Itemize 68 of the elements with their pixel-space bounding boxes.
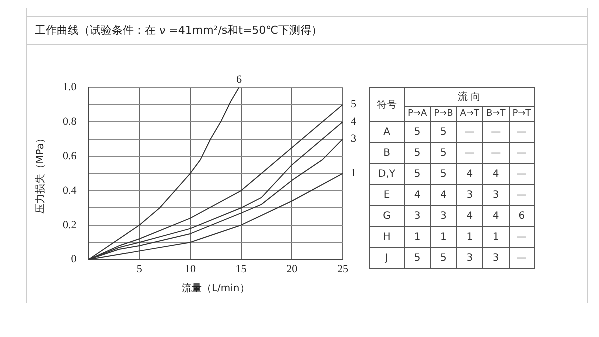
text: — <box>516 190 527 200</box>
text: — <box>516 168 527 180</box>
text: 3 <box>492 190 500 200</box>
y-tick-label: 0.6 <box>63 150 78 162</box>
y-tick-label: 0.4 <box>63 184 78 197</box>
category-label: P→A <box>404 106 431 122</box>
text: 6 <box>518 210 526 222</box>
x-tick-label: 15 <box>236 263 248 276</box>
text: 5 <box>414 148 421 158</box>
category-label: G <box>383 210 391 222</box>
category-label: A <box>384 126 390 138</box>
text: — <box>464 148 475 158</box>
y-tick-label: 0 <box>71 254 78 266</box>
series-label: 3 <box>351 133 357 146</box>
category-label: B→T <box>482 106 510 122</box>
text: 4 <box>466 168 474 180</box>
text: 5 <box>440 126 447 138</box>
series-label: 4 <box>351 116 357 128</box>
text: — <box>516 232 527 242</box>
x-tick-label: 25 <box>338 263 349 276</box>
text: — <box>491 126 502 138</box>
text: 5 <box>440 148 447 158</box>
text: 3 <box>414 210 421 222</box>
text: 4 <box>414 190 421 200</box>
text: 3 <box>440 210 447 222</box>
text: — <box>516 126 527 138</box>
x-axis-title: 流量（L/min） <box>182 282 250 295</box>
text: 流 向 <box>404 88 535 106</box>
x-tick-label: 10 <box>184 263 196 276</box>
category-label: P→B <box>430 106 457 122</box>
text: 5 <box>440 168 447 180</box>
series-label: 6 <box>236 74 243 86</box>
y-tick-label: 0.2 <box>63 219 77 232</box>
text: 5 <box>414 252 421 264</box>
text: 3 <box>466 190 474 200</box>
series-label: 1 <box>351 168 356 180</box>
category-label: J <box>386 252 388 264</box>
text: 符号 <box>370 88 404 122</box>
text: 1 <box>440 232 447 242</box>
text: 5 <box>440 252 447 264</box>
category-label: A→T <box>456 106 483 122</box>
text: 3 <box>466 252 474 264</box>
y-axis-title: 压力损失（MPa） <box>34 134 47 214</box>
text: 5 <box>414 126 421 138</box>
text: 1 <box>492 232 500 242</box>
text: 5 <box>414 168 421 180</box>
chart-title: 工作曲线（试验条件：在 ν =41mm²/s和t=50℃下测得） <box>27 17 587 45</box>
category-label: E <box>384 190 390 200</box>
y-tick-label: 1.0 <box>63 81 78 94</box>
text: 1 <box>414 232 421 242</box>
x-tick-label: 20 <box>286 263 298 276</box>
category-label: B <box>384 148 390 158</box>
y-tick-label: 0.8 <box>63 116 78 128</box>
text: 4 <box>492 168 500 180</box>
x-tick-label: 5 <box>136 263 143 276</box>
text: — <box>516 252 527 264</box>
text: — <box>516 148 527 158</box>
series-label: 5 <box>351 98 357 111</box>
text: 3 <box>492 252 500 264</box>
text: 4 <box>440 190 447 200</box>
text: 1 <box>466 232 474 242</box>
category-label: P→T <box>509 106 535 122</box>
text: 4 <box>492 210 500 222</box>
text: — <box>464 126 475 138</box>
category-label: H <box>383 232 391 242</box>
text: — <box>491 148 502 158</box>
text: 4 <box>466 210 474 222</box>
category-label: D,Y <box>378 168 396 180</box>
